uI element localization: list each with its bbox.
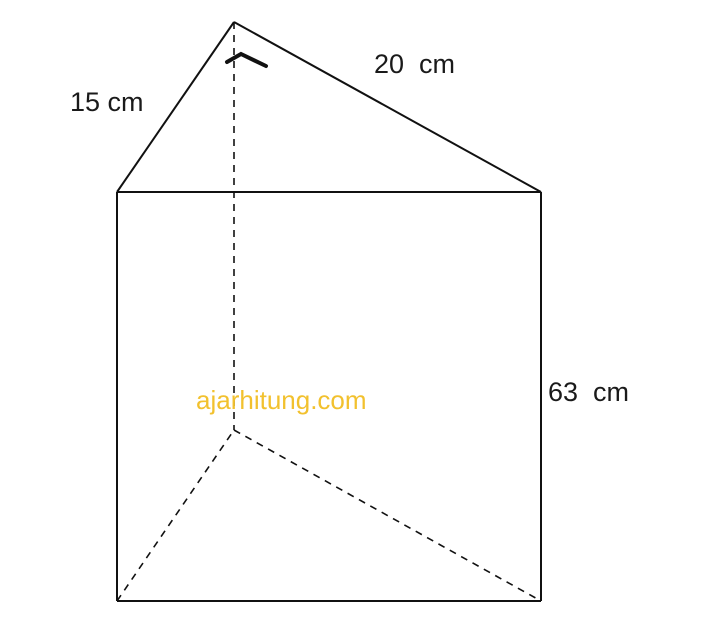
right-angle-mark xyxy=(225,51,268,68)
top-edge-left xyxy=(116,21,235,193)
top-edge-right xyxy=(233,21,542,193)
hidden-bottom-edge-left xyxy=(116,429,235,602)
watermark-text: ajarhitung.com xyxy=(196,385,367,415)
hidden-bottom-edge-right xyxy=(233,429,542,602)
label-side-15cm: 15 cm xyxy=(70,87,144,117)
label-height-63cm: 63 cm xyxy=(548,377,630,407)
label-side-20cm: 20 cm xyxy=(374,49,456,79)
